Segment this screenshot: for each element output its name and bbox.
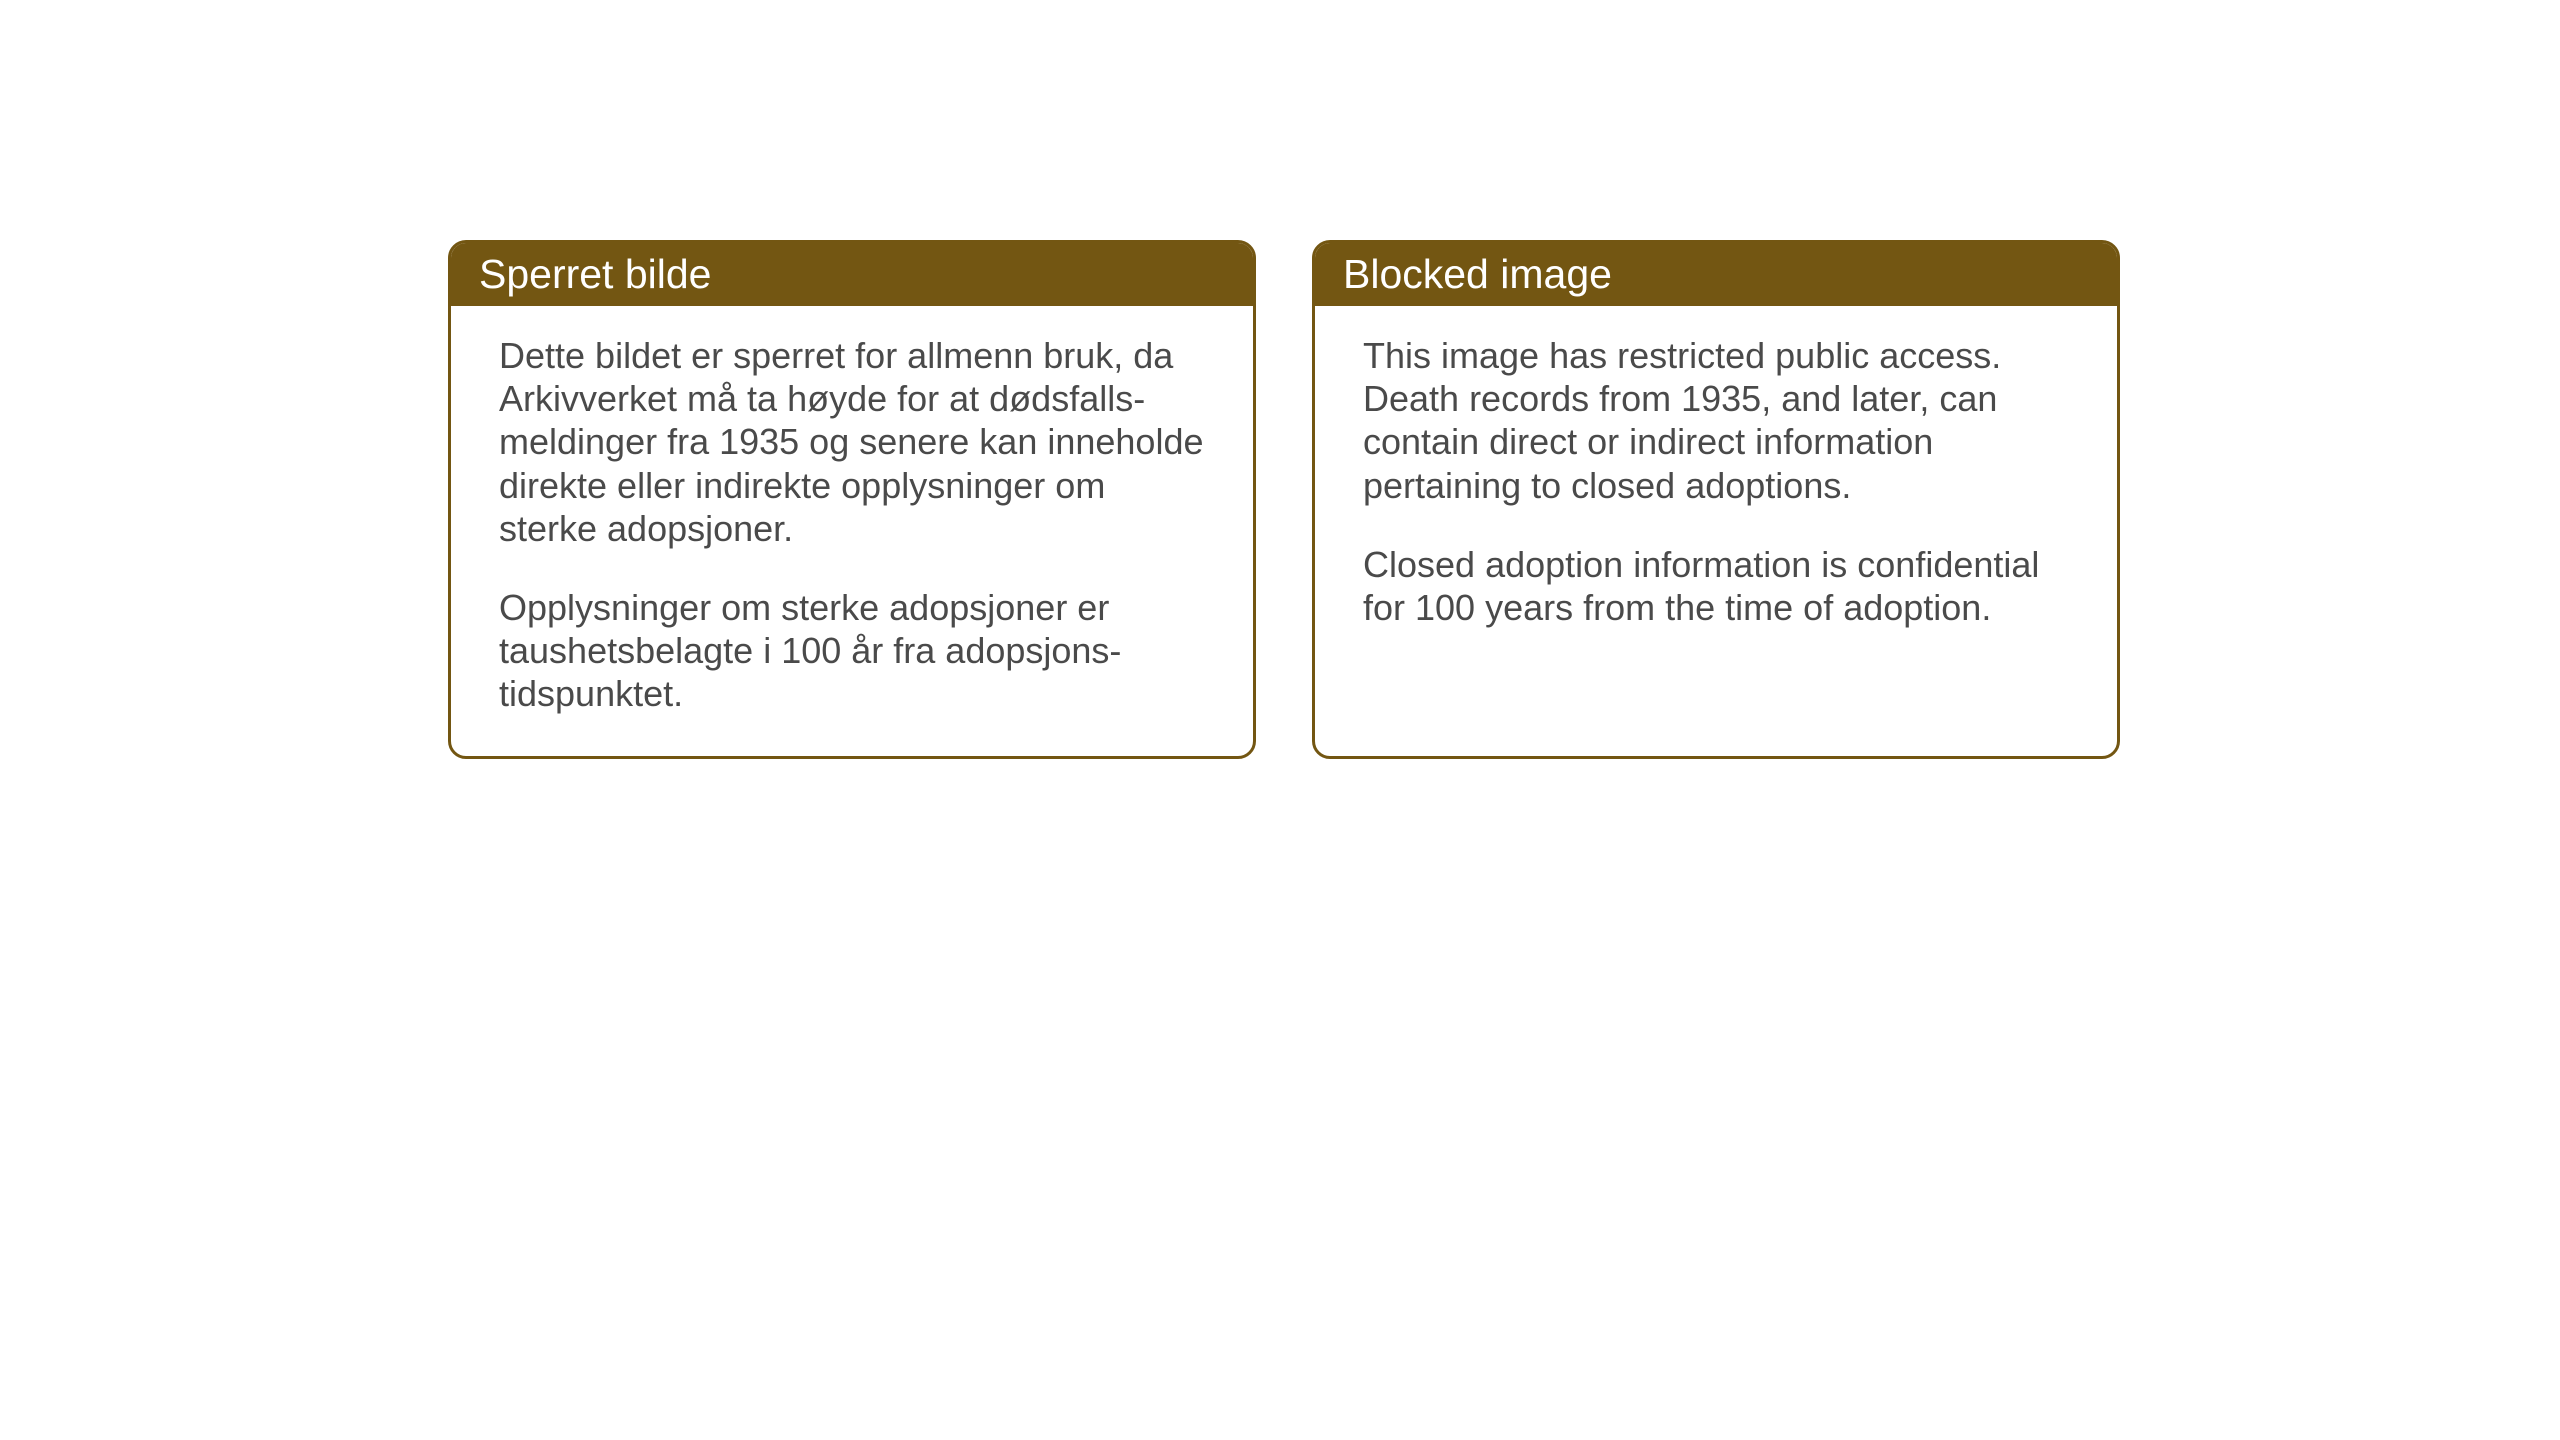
english-card: Blocked image This image has restricted … — [1312, 240, 2120, 759]
norwegian-card-body: Dette bildet er sperret for allmenn bruk… — [451, 306, 1253, 756]
english-card-title: Blocked image — [1315, 243, 2117, 306]
norwegian-paragraph-2: Opplysninger om sterke adopsjoner er tau… — [499, 586, 1205, 716]
english-card-body: This image has restricted public access.… — [1315, 306, 2117, 726]
english-paragraph-2: Closed adoption information is confident… — [1363, 543, 2069, 629]
notice-container: Sperret bilde Dette bildet er sperret fo… — [448, 240, 2120, 759]
english-paragraph-1: This image has restricted public access.… — [1363, 334, 2069, 507]
norwegian-card: Sperret bilde Dette bildet er sperret fo… — [448, 240, 1256, 759]
norwegian-card-title: Sperret bilde — [451, 243, 1253, 306]
norwegian-paragraph-1: Dette bildet er sperret for allmenn bruk… — [499, 334, 1205, 550]
